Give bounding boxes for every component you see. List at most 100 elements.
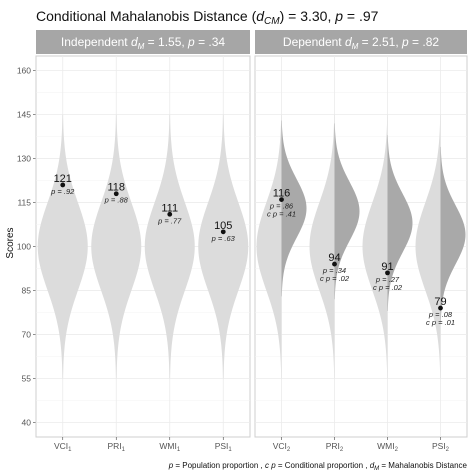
strip-prefix: Dependent bbox=[283, 35, 345, 49]
p-label-wmi2: p = .27 bbox=[375, 275, 400, 284]
point-psi2 bbox=[438, 305, 443, 311]
chart-title-p: p bbox=[334, 8, 343, 24]
x-tick-base: WMI bbox=[377, 441, 394, 451]
x-tick-base: VCI bbox=[273, 441, 287, 451]
p-label-value: = .63 bbox=[216, 234, 236, 243]
chart-title: Conditional Mahalanobis Distance (dCM) =… bbox=[36, 8, 379, 27]
caption-sub: M bbox=[374, 466, 379, 472]
x-tick-base: PSI bbox=[215, 441, 229, 451]
strip-tail: = .34 bbox=[195, 35, 226, 49]
caption-t1: = Population proportion , bbox=[173, 461, 265, 470]
y-axis: 40 55 70 85 100 115 130 145 160 bbox=[17, 66, 36, 427]
p-label-value: = .92 bbox=[55, 187, 75, 196]
violin-wmi bbox=[144, 114, 195, 379]
x-tick-base: PSI bbox=[432, 441, 446, 451]
strip-d: d bbox=[131, 35, 138, 49]
strip-bg-1 bbox=[36, 30, 250, 54]
x-tick-sub: 2 bbox=[395, 447, 399, 453]
point-pri2 bbox=[332, 261, 337, 267]
x-tick-label-wmi2: WMI2 bbox=[377, 441, 398, 453]
violin-conditional-vci bbox=[281, 120, 307, 297]
value-label-psi2: 79 bbox=[434, 296, 446, 308]
value-label-pri2: 94 bbox=[328, 252, 340, 264]
x-tick-label-vci2: VCI2 bbox=[273, 441, 291, 453]
strip-title-2: Dependent dM = 2.51, p = .82 bbox=[283, 35, 439, 51]
x-tick-sub: 1 bbox=[228, 447, 232, 453]
p-label-psi2: p = .08 bbox=[428, 310, 453, 319]
strip-mid: = 2.51, bbox=[358, 35, 402, 49]
cp-label-symbol: c p bbox=[320, 274, 330, 283]
cp-label-symbol: c p bbox=[267, 210, 277, 219]
x-tick-label-pri2: PRI2 bbox=[326, 441, 344, 453]
chart-title-sub: CM bbox=[264, 16, 280, 27]
p-label-psi1: p = .63 bbox=[211, 234, 236, 243]
chart-title-mid: ) = 3.30, bbox=[280, 8, 336, 24]
cp-label-value: = .41 bbox=[277, 210, 296, 219]
x-tick-label-vci1: VCI1 bbox=[54, 441, 72, 453]
chart-caption: p = Population proportion , c p = Condit… bbox=[168, 461, 468, 472]
value-label-wmi2: 91 bbox=[381, 261, 393, 273]
point-vci2 bbox=[279, 197, 284, 203]
cp-label-value: = .01 bbox=[436, 318, 455, 327]
violin-vci bbox=[37, 114, 88, 379]
cp-label-psi2: c p = .01 bbox=[426, 318, 455, 327]
point-vci1 bbox=[60, 182, 66, 188]
cp-label-wmi2: c p = .02 bbox=[373, 283, 403, 292]
x-tick-sub: 2 bbox=[287, 447, 291, 453]
violin-population-psi bbox=[415, 114, 441, 379]
p-label-vci2: p = .86 bbox=[269, 202, 294, 211]
x-tick-sub: 1 bbox=[177, 447, 181, 453]
value-label-wmi1: 111 bbox=[161, 202, 178, 214]
y-tick-label-4: 100 bbox=[17, 242, 31, 252]
y-tick-label-8: 160 bbox=[17, 66, 31, 76]
cp-label-vci2: c p = .41 bbox=[267, 210, 296, 219]
violin-population-pri bbox=[309, 114, 335, 379]
value-label-psi1: 105 bbox=[214, 220, 232, 232]
chart-title-d: d bbox=[256, 8, 265, 24]
violin-conditional-psi bbox=[440, 146, 466, 323]
p-label-wmi1: p = .77 bbox=[157, 216, 182, 225]
strip-prefix: Independent bbox=[61, 35, 131, 49]
p-label-symbol: p bbox=[157, 216, 162, 225]
p-label-value: = .88 bbox=[109, 196, 129, 205]
violin-conditional-wmi bbox=[387, 135, 413, 311]
p-label-pri2: p = .34 bbox=[322, 266, 346, 275]
p-label-value: = .86 bbox=[274, 202, 294, 211]
cp-label-value: = .02 bbox=[330, 274, 350, 283]
p-label-symbol: p bbox=[269, 202, 274, 211]
p-label-value: = .77 bbox=[162, 216, 182, 225]
chart-title-tail: = .97 bbox=[343, 8, 379, 24]
panel-1: Independent dM = 1.55, p = .34 121 p = .92… bbox=[35, 30, 251, 453]
strip-title-1: Independent dM = 1.55, p = .34 bbox=[61, 35, 226, 51]
strip-tail: = .82 bbox=[409, 35, 440, 49]
point-pri1 bbox=[113, 191, 119, 197]
cp-label-pri2: c p = .02 bbox=[320, 274, 350, 283]
x-tick-sub: 2 bbox=[340, 447, 344, 453]
x-tick-base: PRI bbox=[326, 441, 340, 451]
p-label-value: = .27 bbox=[380, 275, 400, 284]
p-label-symbol: p bbox=[322, 266, 327, 275]
x-tick-base: VCI bbox=[54, 441, 68, 451]
caption-t3: = Mahalanobis Distance bbox=[379, 461, 467, 470]
caption-t2: = Conditional proportion , bbox=[276, 461, 370, 470]
value-label-pri1: 118 bbox=[107, 182, 125, 194]
violin-population-vci bbox=[256, 114, 282, 379]
violin-pri bbox=[91, 114, 142, 379]
y-tick-label-6: 130 bbox=[17, 154, 31, 164]
p-label-symbol: p bbox=[428, 310, 433, 319]
strip-p: p bbox=[401, 35, 409, 49]
p-label-pri1: p = .88 bbox=[104, 196, 129, 205]
strip-bg-2 bbox=[255, 30, 467, 54]
p-label-symbol: p bbox=[211, 234, 216, 243]
x-tick-base: WMI bbox=[159, 441, 176, 451]
strip-sub: M bbox=[138, 42, 145, 51]
p-label-symbol: p bbox=[375, 275, 380, 284]
p-label-value: = .08 bbox=[433, 310, 453, 319]
strip-mid: = 1.55, bbox=[144, 35, 188, 49]
cp-label-symbol: c p bbox=[426, 318, 436, 327]
y-tick-label-7: 145 bbox=[17, 110, 31, 120]
cp-label-value: = .02 bbox=[383, 283, 403, 292]
caption-p: p bbox=[168, 461, 174, 470]
caption-d: d bbox=[370, 461, 375, 470]
